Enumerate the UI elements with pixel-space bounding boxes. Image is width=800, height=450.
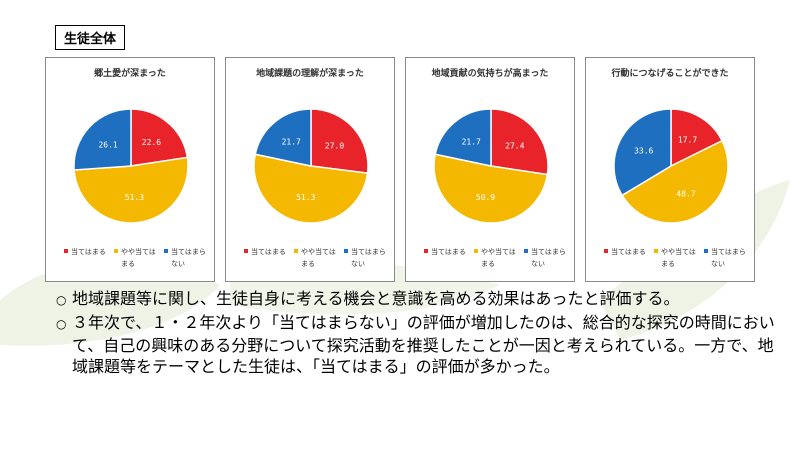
pie-slice-3 [73,108,132,171]
section-label: 生徒全体 [55,25,126,50]
notes: ○ 地域課題等に関し、生徒自身に考える機会と意識を高める効果はあったと評価する。 … [56,288,776,378]
bullet-circle-icon: ○ [56,317,67,331]
legend-label: 当てはまらない [171,248,206,268]
legend-swatch [604,249,608,253]
note-text: ３年次で、１・２年次より「当てはまらない」の評価が増加したのは、総合的な探究の時… [72,313,775,376]
pie-svg: 27.0 51.3 21.7 [253,108,369,224]
pie-data-label-1: 27.4 [505,142,524,151]
legend-swatch [704,249,708,253]
legend-swatch [344,249,348,253]
chart-title: 地域課題の理解が深まった [256,69,364,79]
pie-data-label-3: 33.6 [634,147,653,156]
pie-slice-2 [433,153,549,224]
pie-data-label-2: 51.3 [125,193,144,202]
pie-slice-2 [253,153,369,224]
chart-legend: 当てはまる やや当てはまる 当てはまらない [244,246,394,276]
chart-legend: 当てはまる やや当てはまる 当てはまらない [604,246,754,276]
pie-data-label-1: 22.6 [142,138,161,147]
chart-legend: 当てはまる やや当てはまる 当てはまらない [424,246,574,276]
legend-swatch [294,249,298,253]
legend-swatch [424,249,428,253]
legend-swatch [244,249,248,253]
legend-label: 当てはまる [611,248,646,256]
note-1: ○ 地域課題等に関し、生徒自身に考える機会と意識を高める効果はあったと評価する。 [56,288,776,311]
chart-title: 地域貢献の気持ちが高まった [431,69,549,79]
pie-slice-2 [73,156,189,224]
legend-swatch [524,249,528,253]
pie-chart-1: 郷土愛が深まった 22.6 51.3 26.1 当てはまる やや当てはまる 当てはまらな… [45,57,215,282]
pie-chart-3: 地域貢献の気持ちが高まった 27.4 50.9 21.7 当てはまる やや当てはまる当… [405,57,575,282]
note-2: ○ ３年次で、１・２年次より「当てはまらない」の評価が増加したのは、総合的な探究の… [56,312,776,377]
pie-data-label-2: 50.9 [476,193,495,202]
note-text: 地域課題等に関し、生徒自身に考える機会と意識を高める効果はあったと評価する。 [72,289,680,308]
legend-label: やや当てはまる [661,248,696,268]
pie-slice-1 [490,108,549,176]
legend-label: 当てはまらない [351,248,386,268]
legend-label: 当てはまる [71,248,106,256]
chart-title: 行動につなげることができた [611,69,729,79]
bullet-circle-icon: ○ [56,293,67,307]
legend-swatch [64,249,68,253]
pie-svg: 27.4 50.9 21.7 [433,108,549,224]
legend-label: やや当てはまる [481,248,516,268]
pie-data-label-1: 17.7 [678,135,697,144]
chart-title: 郷土愛が深まった [94,69,166,79]
pie-data-label-2: 48.7 [676,190,695,199]
pie-svg: 17.7 48.7 33.6 [613,108,729,224]
legend-label: 当てはまる [251,248,286,256]
chart-legend: 当てはまる やや当てはまる 当てはまらない [64,246,214,276]
pie-slice-3 [434,108,492,167]
pie-data-label-3: 21.7 [282,138,301,147]
legend-swatch [114,249,118,253]
legend-swatch [474,249,478,253]
legend-label: 当てはまらない [531,248,566,268]
pie-slice-3 [254,108,312,167]
pie-slice-1 [310,108,369,174]
pie-data-label-1: 27.0 [325,141,344,150]
legend-swatch [654,249,658,253]
legend-label: やや当てはまる [301,248,336,268]
legend-label: 当てはまらない [711,248,746,268]
pie-chart-4: 行動につなげることができた 17.7 48.7 33.6 当てはまる やや当てはまる当… [585,57,755,282]
legend-label: 当てはまる [431,248,466,256]
pie-slice-1 [130,108,189,167]
pie-data-label-3: 26.1 [98,141,117,150]
pie-chart-2: 地域課題の理解が深まった 27.0 51.3 21.7 当てはまる やや当てはまる 当て… [225,57,395,282]
legend-label: やや当てはまる [121,248,156,268]
pie-svg: 22.6 51.3 26.1 [73,108,189,224]
pie-data-label-3: 21.7 [462,138,481,147]
pie-data-label-2: 51.3 [296,193,315,202]
pie-slice-3 [613,108,672,197]
legend-swatch [164,249,168,253]
pie-slice-2 [621,139,729,224]
pie-slice-1 [670,108,724,168]
